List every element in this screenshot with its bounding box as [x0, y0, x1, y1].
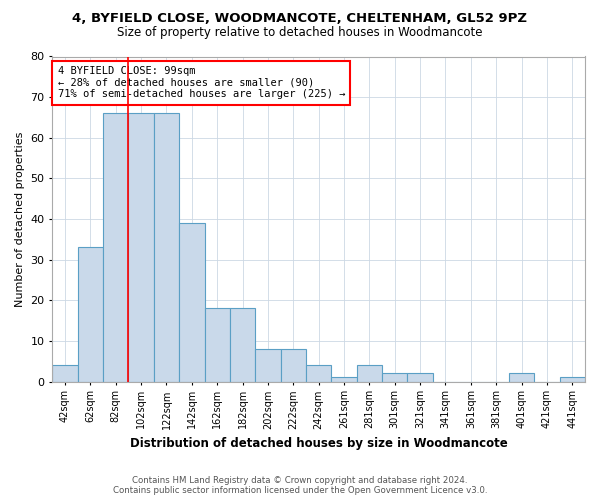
Bar: [179, 223, 205, 382]
Bar: [509, 374, 534, 382]
Text: Size of property relative to detached houses in Woodmancote: Size of property relative to detached ho…: [117, 26, 483, 39]
Bar: [331, 378, 357, 382]
Bar: [154, 114, 179, 382]
Bar: [230, 308, 255, 382]
Text: Contains HM Land Registry data © Crown copyright and database right 2024.
Contai: Contains HM Land Registry data © Crown c…: [113, 476, 487, 495]
Bar: [77, 248, 103, 382]
Bar: [103, 114, 128, 382]
Text: 4 BYFIELD CLOSE: 99sqm
← 28% of detached houses are smaller (90)
71% of semi-det: 4 BYFIELD CLOSE: 99sqm ← 28% of detached…: [58, 66, 345, 100]
Bar: [382, 374, 407, 382]
Bar: [306, 366, 331, 382]
Y-axis label: Number of detached properties: Number of detached properties: [15, 132, 25, 306]
Bar: [281, 349, 306, 382]
Bar: [52, 366, 77, 382]
Bar: [407, 374, 433, 382]
Bar: [357, 366, 382, 382]
Bar: [560, 378, 585, 382]
Text: 4, BYFIELD CLOSE, WOODMANCOTE, CHELTENHAM, GL52 9PZ: 4, BYFIELD CLOSE, WOODMANCOTE, CHELTENHA…: [73, 12, 527, 26]
Bar: [128, 114, 154, 382]
Bar: [255, 349, 281, 382]
Bar: [205, 308, 230, 382]
X-axis label: Distribution of detached houses by size in Woodmancote: Distribution of detached houses by size …: [130, 437, 508, 450]
